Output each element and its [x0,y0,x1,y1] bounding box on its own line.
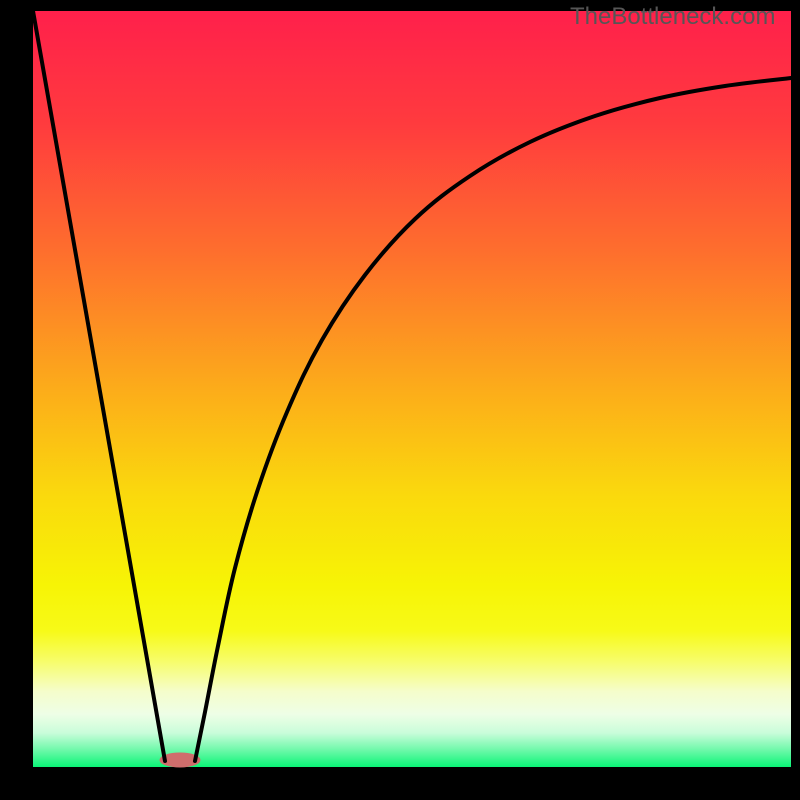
left-curve [33,11,165,761]
plot-area [33,11,791,767]
outer-frame [0,0,800,800]
curve-layer [33,11,791,767]
watermark-text: TheBottleneck.com [570,3,775,31]
right-curve [195,78,791,761]
